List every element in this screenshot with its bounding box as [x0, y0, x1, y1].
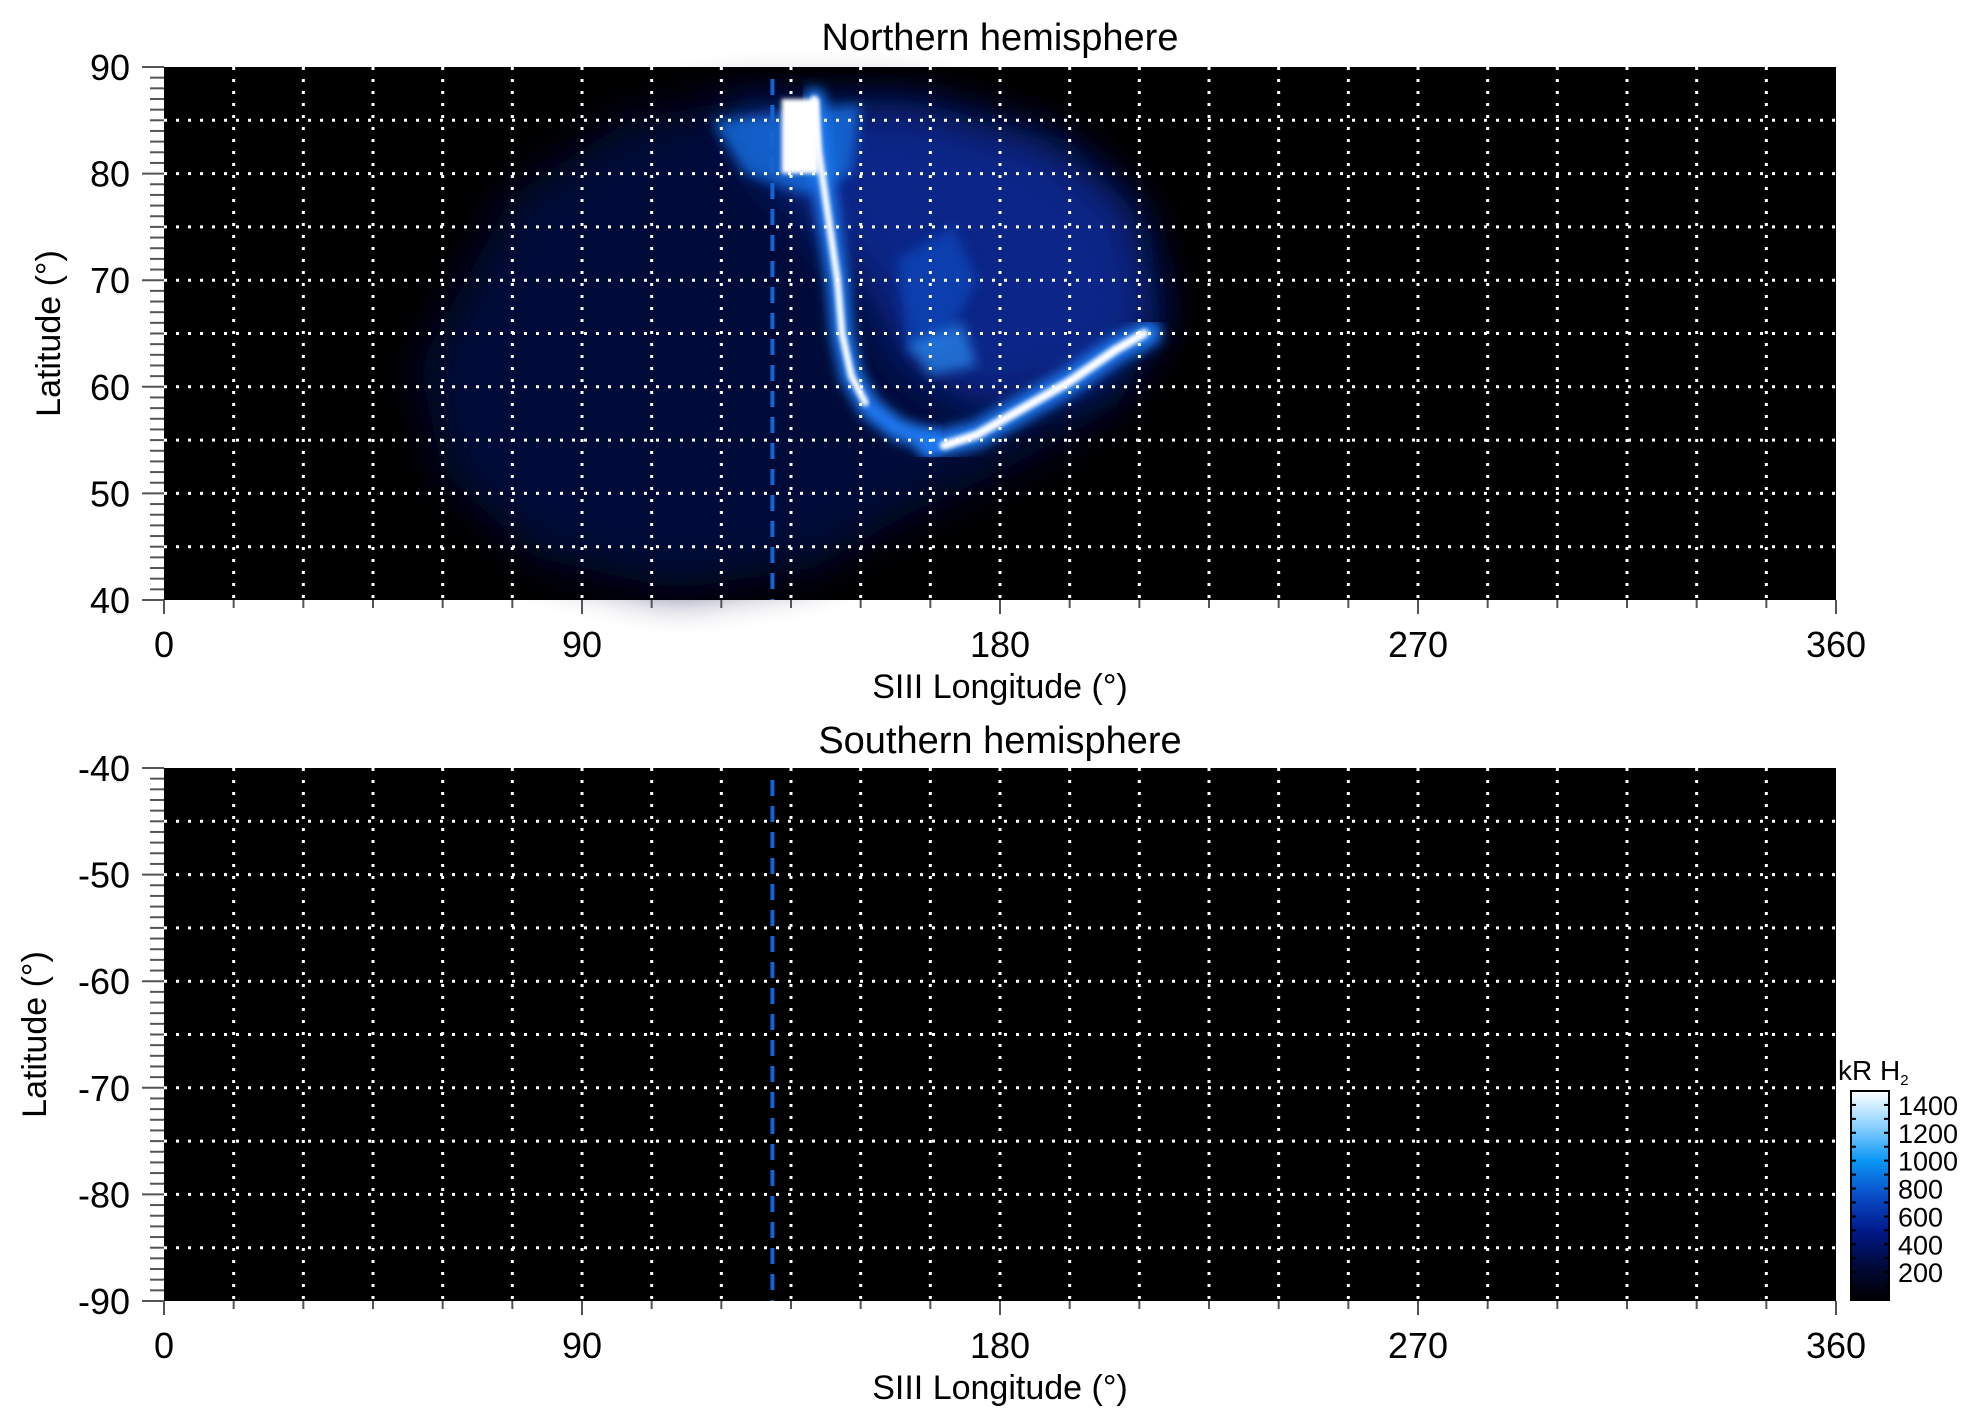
x-tick-label: 90 — [562, 1325, 602, 1366]
y-tick-label: -80 — [78, 1174, 130, 1215]
northern-hemisphere-panel: 40 50 60 70 80 90 0 90 180 270 360 Northern hemisph… — [30, 17, 1866, 706]
x-tick-label: 180 — [970, 624, 1030, 665]
y-tick-label: 90 — [90, 47, 130, 88]
cusp-bright — [781, 98, 819, 174]
y-tick-label: -50 — [78, 855, 130, 896]
inner-patch-bright — [907, 322, 977, 377]
y-axis-label: Latitude (°) — [30, 250, 68, 417]
ticks — [142, 66, 1837, 614]
y-tick-label: 60 — [90, 367, 130, 408]
x-tick-label: 360 — [1806, 1325, 1866, 1366]
x-tick-label: 180 — [970, 1325, 1030, 1366]
dawn-arc-bright — [939, 329, 1149, 450]
y-tick-label: -60 — [78, 961, 130, 1002]
colorbar-tick-label: 200 — [1898, 1258, 1943, 1288]
y-tick-label: 40 — [90, 580, 130, 621]
colorbar-tick-label: 1400 — [1898, 1091, 1958, 1121]
southern-hemisphere-panel: -40 -50 -60 -70 -80 -90 0 90 180 270 360 Southern h… — [16, 720, 1866, 1407]
colorbar-gradient — [1850, 1090, 1890, 1301]
grid — [164, 67, 1836, 600]
grid — [164, 768, 1836, 1301]
x-tick-label: 270 — [1388, 1325, 1448, 1366]
ticks — [142, 767, 1837, 1315]
inner-patch — [897, 226, 977, 355]
x-axis-label: SIII Longitude (°) — [872, 1369, 1128, 1407]
colorbar-label: kR H2 — [1838, 1055, 1909, 1089]
colorbar-tick-label: 600 — [1898, 1202, 1943, 1232]
colorbar-tick-label: 400 — [1898, 1230, 1943, 1260]
y-tick-label: 70 — [90, 260, 130, 301]
colorbar-tick-label: 1200 — [1898, 1119, 1958, 1149]
colorbar-label-subscript: 2 — [1900, 1072, 1908, 1089]
y-tick-label: -70 — [78, 1068, 130, 1109]
x-tick-label: 0 — [154, 624, 174, 665]
y-tick-label: -90 — [78, 1281, 130, 1322]
x-tick-label: 270 — [1388, 624, 1448, 665]
x-tick-label: 0 — [154, 1325, 174, 1366]
x-tick-label: 90 — [562, 624, 602, 665]
x-axis-label: SIII Longitude (°) — [872, 668, 1128, 706]
x-tick-label: 360 — [1806, 624, 1866, 665]
chart-title: Northern hemisphere — [822, 17, 1179, 59]
y-tick-label: 80 — [90, 154, 130, 195]
y-axis-label: Latitude (°) — [16, 951, 54, 1118]
y-tick-label: -40 — [78, 748, 130, 789]
y-tick-label: 50 — [90, 473, 130, 514]
colorbar-tick-label: 800 — [1898, 1175, 1943, 1205]
chart-title: Southern hemisphere — [818, 720, 1181, 762]
colorbar-tick-label: 1000 — [1898, 1147, 1958, 1177]
